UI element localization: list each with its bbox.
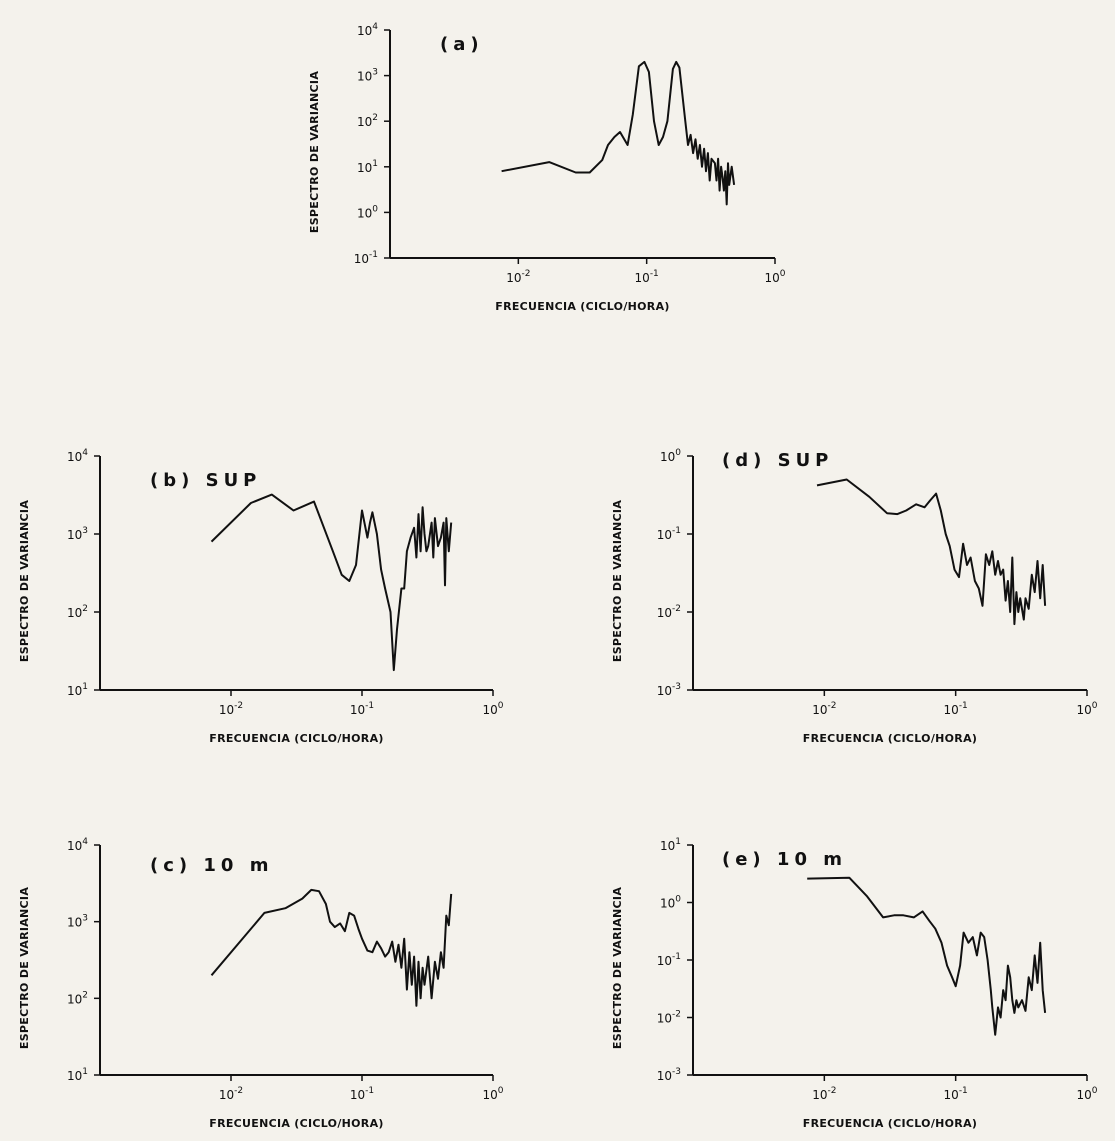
chart-a-x-tick-label: 100 [764,269,785,285]
chart-c-y-axis-title: ESPECTRO DE VARIANCIA [18,887,31,1049]
chart-a-series-line [502,62,734,205]
chart-d-y-axis-title: ESPECTRO DE VARIANCIA [611,500,624,662]
chart-a-x-tick-label: 10-2 [506,269,530,285]
chart-e-x-axis-title: FRECUENCIA (CICLO/HORA) [803,1117,977,1130]
chart-e-series-line [807,878,1045,1035]
chart-c-panel-title: (c) 10 m [150,855,273,876]
chart-b-y-axis-title: ESPECTRO DE VARIANCIA [18,500,31,662]
chart-b-x-tick-label: 10-1 [350,701,374,717]
chart-d-y-tick-label: 10-2 [657,604,681,620]
chart-d-y-tick-label: 10-1 [657,526,681,542]
chart-e-y-tick-label: 100 [660,895,681,911]
chart-c-y-tick-label: 103 [67,914,88,930]
chart-a-y-tick-label: 10-1 [354,250,378,266]
chart-a-y-tick-label: 103 [357,68,378,84]
chart-b-x-axis-title: FRECUENCIA (CICLO/HORA) [209,732,383,745]
chart-a-y-tick-label: 100 [357,204,378,220]
chart-a: 10-1 100 101 102 103 104 10-2 10-1 100 FRECUENCIA… [300,0,820,330]
chart-c-x-tick-label: 10-2 [219,1086,243,1102]
chart-e-x-tick-label: 10-1 [944,1086,968,1102]
chart-d-x-tick-label: 100 [1076,701,1097,717]
chart-e: 10-3 10-2 10-1 100 101 10-2 10-1 100 FRECUENCIA … [600,825,1115,1141]
chart-e-panel-title: (e) 10 m [722,849,847,870]
chart-b-panel-title: (b) SUP [150,470,261,491]
chart-b-series-line [212,495,452,670]
chart-e-y-tick-label: 10-2 [657,1010,681,1026]
chart-c: 101 102 103 104 10-2 10-1 100 FRECUENCIA (CICLO… [0,825,520,1141]
chart-c-y-tick-label: 101 [67,1067,88,1083]
chart-d-x-tick-label: 10-1 [944,701,968,717]
chart-c-x-tick-label: 10-1 [350,1086,374,1102]
chart-d-series-line [817,480,1045,625]
chart-c-x-tick-label: 100 [482,1086,503,1102]
chart-a-x-axis-title: FRECUENCIA (CICLO/HORA) [495,300,669,313]
chart-b-y-tick-label: 103 [67,526,88,542]
chart-d-panel-title: (d) SUP [722,450,833,471]
chart-e-x-tick-label: 100 [1076,1086,1097,1102]
chart-c-y-tick-label: 102 [67,990,88,1006]
chart-d-x-axis-title: FRECUENCIA (CICLO/HORA) [803,732,977,745]
chart-d: 10-3 10-2 10-1 100 10-2 10-1 100 FRECUENCIA (CI… [600,440,1115,770]
chart-b: 101 102 103 104 10-2 10-1 100 FRECUENCIA (CICLO… [0,440,520,770]
chart-b-y-tick-label: 104 [67,448,88,464]
chart-a-y-tick-label: 102 [357,113,378,129]
chart-a-y-tick-label: 101 [357,159,378,175]
chart-c-x-axis-title: FRECUENCIA (CICLO/HORA) [209,1117,383,1130]
chart-d-x-tick-label: 10-2 [812,701,836,717]
chart-d-y-tick-label: 100 [660,448,681,464]
chart-e-y-tick-label: 101 [660,837,681,853]
chart-a-y-tick-label: 104 [357,22,378,38]
chart-e-y-axis-title: ESPECTRO DE VARIANCIA [611,887,624,1049]
chart-a-x-tick-label: 10-1 [635,269,659,285]
chart-e-y-tick-label: 10-1 [657,952,681,968]
chart-e-x-tick-label: 10-2 [812,1086,836,1102]
chart-a-y-axis-title: ESPECTRO DE VARIANCIA [308,71,321,233]
chart-e-y-tick-label: 10-3 [657,1067,681,1083]
chart-b-y-tick-label: 102 [67,604,88,620]
chart-c-y-tick-label: 104 [67,837,88,853]
chart-b-y-tick-label: 101 [67,682,88,698]
chart-d-y-tick-label: 10-3 [657,682,681,698]
chart-c-series-line [212,890,452,1006]
chart-a-panel-title: (a) [440,34,484,55]
chart-b-x-tick-label: 10-2 [219,701,243,717]
chart-b-x-tick-label: 100 [482,701,503,717]
